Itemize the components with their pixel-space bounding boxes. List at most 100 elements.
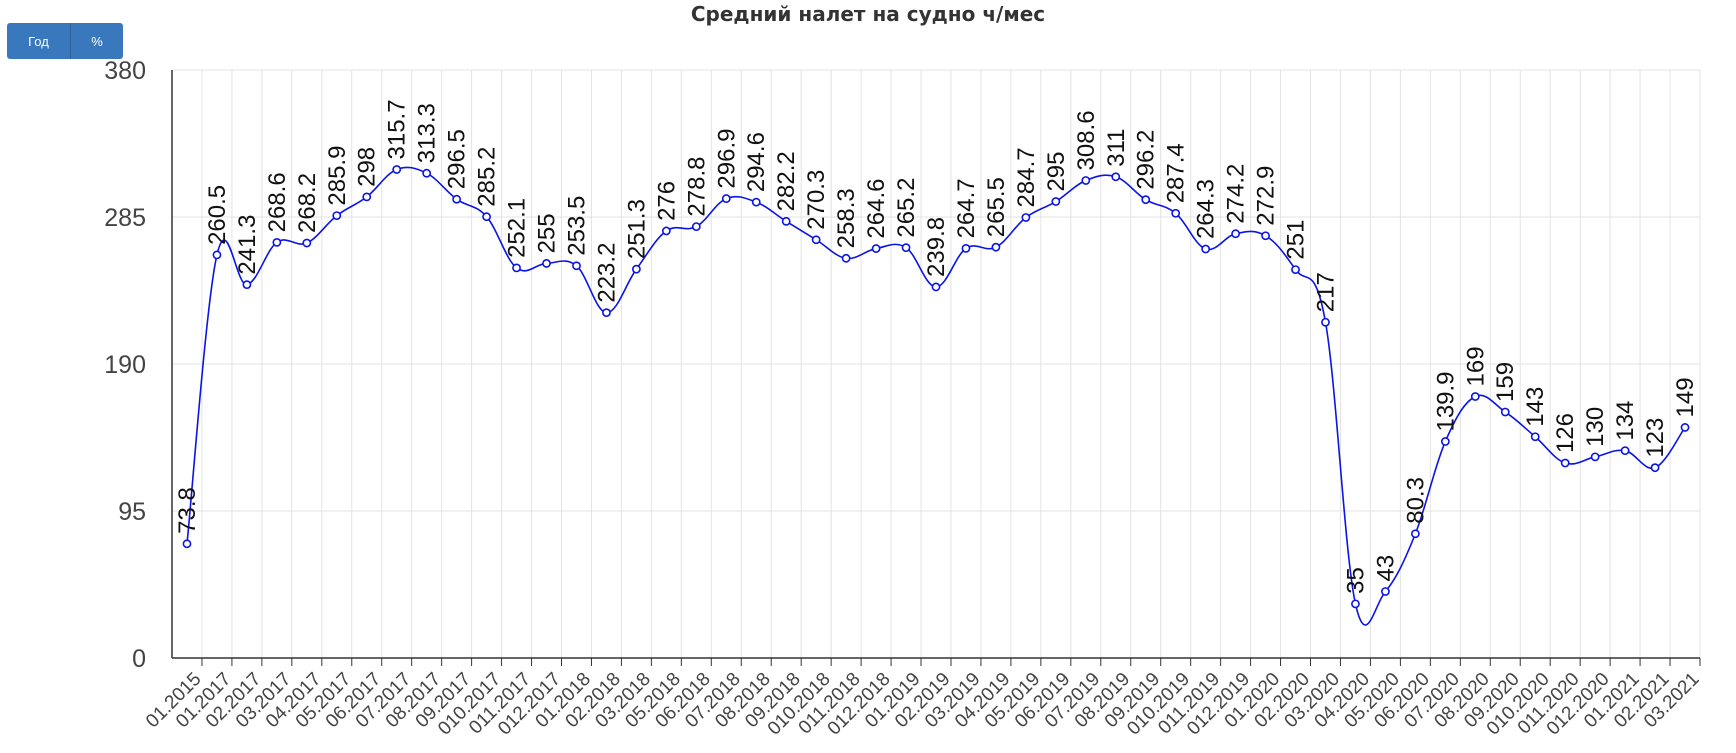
data-label: 295 bbox=[1043, 151, 1070, 191]
data-point bbox=[1530, 432, 1540, 442]
data-point bbox=[1620, 446, 1630, 456]
data-point bbox=[1440, 437, 1450, 446]
y-axis: 0 95 190 285 380 bbox=[104, 57, 173, 673]
data-label: 284.7 bbox=[1013, 147, 1040, 207]
x-axis: 01.201501.201702.201703.201704.201705.20… bbox=[142, 657, 1704, 740]
data-point bbox=[811, 235, 821, 245]
data-label: 159 bbox=[1492, 362, 1519, 402]
data-label: 285.2 bbox=[474, 147, 501, 207]
period-toggle: Год % bbox=[7, 23, 123, 59]
data-point bbox=[1291, 265, 1300, 275]
y-tick-label: 0 bbox=[132, 645, 146, 673]
data-label: 251 bbox=[1283, 220, 1310, 260]
data-label: 143 bbox=[1522, 387, 1549, 427]
data-point bbox=[332, 211, 342, 221]
data-label: 308.6 bbox=[1073, 110, 1100, 170]
data-point bbox=[1560, 458, 1570, 468]
y-tick-label: 95 bbox=[118, 498, 146, 526]
data-point bbox=[781, 216, 791, 226]
data-point bbox=[1680, 423, 1690, 432]
data-label: 43 bbox=[1372, 555, 1399, 582]
data-label: 251.3 bbox=[623, 199, 650, 259]
data-point bbox=[1261, 231, 1270, 241]
data-label: 272.9 bbox=[1253, 166, 1280, 226]
data-label: 260.5 bbox=[204, 185, 231, 245]
data-point bbox=[1081, 176, 1091, 185]
data-label: 126 bbox=[1552, 413, 1579, 453]
data-label: 265.5 bbox=[983, 177, 1010, 237]
data-point bbox=[392, 165, 402, 174]
data-label: 276 bbox=[653, 181, 680, 221]
data-point bbox=[602, 308, 611, 318]
data-label: 134 bbox=[1612, 401, 1639, 441]
data-label: 311 bbox=[1103, 129, 1130, 167]
data-point bbox=[422, 168, 432, 178]
data-label: 253.5 bbox=[563, 196, 590, 256]
data-point bbox=[1351, 599, 1360, 609]
data-label: 315.7 bbox=[384, 99, 411, 159]
data-label: 268.6 bbox=[264, 172, 291, 232]
data-point bbox=[931, 282, 941, 292]
data-label: 35 bbox=[1342, 567, 1369, 594]
data-point bbox=[871, 244, 881, 253]
data-label: 278.8 bbox=[683, 157, 710, 217]
year-button[interactable]: Год bbox=[7, 23, 71, 59]
data-point bbox=[242, 280, 252, 290]
data-label: 264.7 bbox=[953, 178, 980, 238]
data-label: 80.3 bbox=[1402, 477, 1429, 524]
data-label: 294.6 bbox=[743, 132, 770, 192]
data-point bbox=[1231, 229, 1241, 239]
data-label: 258.3 bbox=[833, 188, 860, 248]
percent-button[interactable]: % bbox=[71, 23, 123, 59]
data-label: 274.2 bbox=[1223, 164, 1250, 224]
data-point bbox=[272, 237, 282, 247]
data-point bbox=[482, 212, 491, 222]
data-label: 149 bbox=[1672, 377, 1699, 417]
data-label: 241.3 bbox=[234, 215, 261, 275]
data-point bbox=[751, 197, 761, 207]
data-label: 252.1 bbox=[504, 198, 531, 258]
data-point bbox=[1500, 407, 1510, 417]
data-point bbox=[691, 222, 701, 231]
data-point bbox=[991, 242, 1001, 252]
data-point bbox=[901, 243, 911, 253]
data-label: 296.2 bbox=[1133, 130, 1160, 190]
data-label: 270.3 bbox=[803, 170, 830, 230]
chart-title: Средний налет на судно ч/мес bbox=[690, 2, 1046, 26]
data-point bbox=[1171, 208, 1181, 218]
data-label: 313.3 bbox=[414, 103, 441, 163]
data-point bbox=[1321, 317, 1330, 327]
data-label: 265.2 bbox=[893, 178, 920, 238]
data-label: 217 bbox=[1312, 272, 1339, 312]
data-point bbox=[182, 539, 192, 549]
data-label: 169 bbox=[1462, 346, 1489, 386]
data-label: 298 bbox=[354, 147, 381, 187]
data-label: 73.8 bbox=[174, 487, 201, 534]
data-point bbox=[302, 238, 312, 248]
data-point bbox=[362, 192, 372, 202]
data-label: 130 bbox=[1582, 407, 1609, 447]
series bbox=[182, 165, 1690, 626]
data-point bbox=[1021, 213, 1031, 222]
data-point bbox=[1051, 197, 1061, 206]
data-point bbox=[1410, 529, 1420, 539]
data-label: 264.6 bbox=[863, 179, 890, 239]
data-point bbox=[542, 259, 551, 268]
data-point bbox=[1381, 587, 1390, 596]
data-point bbox=[1201, 244, 1211, 254]
y-tick-label: 190 bbox=[104, 351, 146, 379]
data-label: 285.9 bbox=[324, 146, 351, 206]
data-point bbox=[1470, 392, 1480, 401]
data-point bbox=[721, 194, 731, 203]
y-tick-label: 380 bbox=[104, 57, 146, 85]
data-label: 268.2 bbox=[294, 173, 321, 233]
data-point bbox=[661, 226, 671, 236]
data-label: 287.4 bbox=[1163, 143, 1190, 203]
data-point bbox=[1141, 195, 1151, 205]
data-label: 223.2 bbox=[593, 243, 620, 303]
data-label: 139.9 bbox=[1432, 371, 1459, 431]
data-point bbox=[1590, 452, 1600, 462]
data-point bbox=[841, 253, 851, 263]
